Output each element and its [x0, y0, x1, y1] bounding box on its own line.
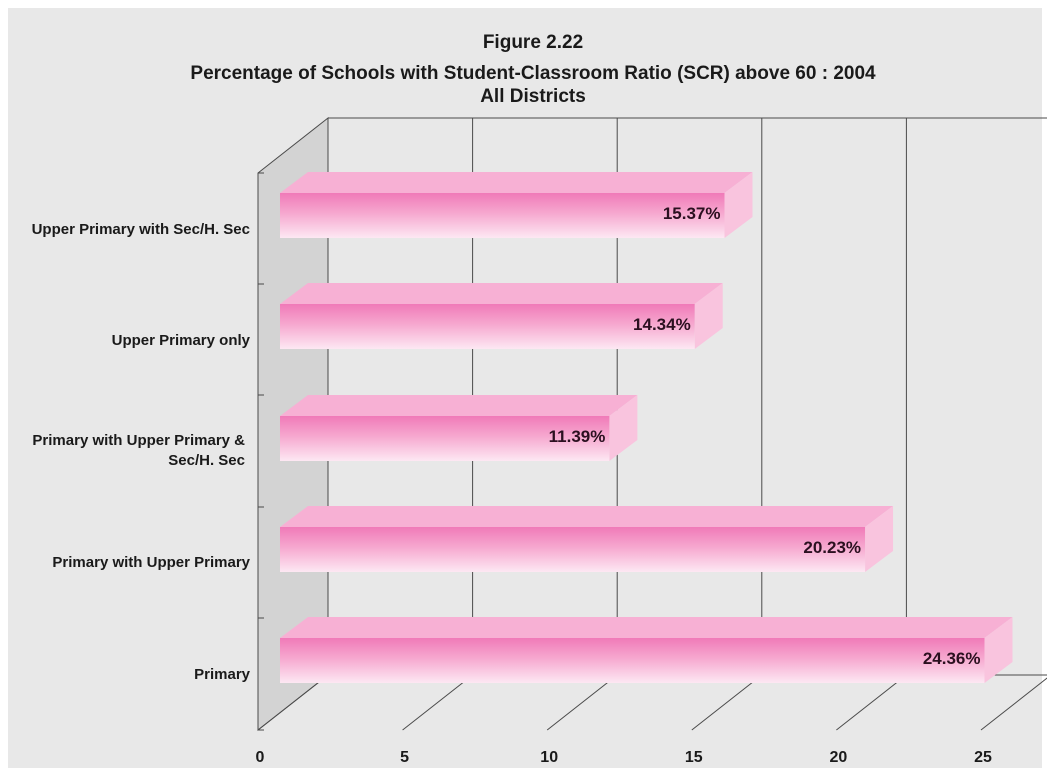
bar-side-face [694, 283, 723, 349]
category-label: Upper Primary only [112, 332, 251, 349]
category-labels: Upper Primary with Sec/H. Sec Upper Prima… [32, 221, 251, 683]
bar-top-face [280, 395, 638, 416]
x-tick-label: 20 [830, 749, 848, 766]
gridline-floor [546, 674, 618, 731]
category-label: Primary with Upper Primary & Sec/H. Sec [32, 432, 245, 469]
x-tick-label: 15 [685, 749, 703, 766]
bar-side-face [724, 172, 753, 238]
bar [280, 416, 610, 461]
x-tick-label: 0 [256, 749, 265, 766]
gridline-floor [257, 674, 329, 731]
data-label: 15.37% [663, 204, 721, 223]
bar [280, 527, 866, 572]
x-tick-label: 5 [400, 749, 409, 766]
bar [280, 304, 695, 349]
bar-group: 20.23% [280, 506, 894, 572]
bar-side-face [984, 617, 1013, 683]
x-tick-label: 10 [540, 749, 558, 766]
category-label: Primary [194, 666, 251, 683]
chart-titles: Figure 2.22 Percentage of Schools with S… [190, 32, 876, 107]
data-label: 20.23% [803, 538, 861, 557]
bar-top-face [280, 506, 894, 527]
bar-side-face [865, 506, 894, 572]
chart-title: Figure 2.22 [483, 32, 583, 53]
x-tick-labels: 0 5 10 15 20 25 [256, 749, 992, 766]
bar-group: 11.39% [280, 395, 638, 461]
gridline-floor [691, 674, 763, 731]
bar-group: 15.37% [280, 172, 753, 238]
chart-subtitle-2: All Districts [480, 86, 586, 107]
category-label: Upper Primary with Sec/H. Sec [32, 221, 250, 238]
bar-top-face [280, 617, 1013, 638]
bar-top-face [280, 172, 753, 193]
data-label: 11.39% [549, 427, 606, 446]
gridline-floor [836, 674, 907, 731]
data-label: 24.36% [923, 649, 981, 668]
bar [280, 638, 985, 683]
bar [280, 193, 725, 238]
bars: 15.37% 14.34% 11.39% 20.23% 24.36% [280, 172, 1013, 683]
chart-subtitle: Percentage of Schools with Student-Class… [190, 63, 876, 84]
bar-top-face [280, 283, 723, 304]
bar-group: 14.34% [280, 283, 723, 349]
bar-group: 24.36% [280, 617, 1013, 683]
category-label: Primary with Upper Primary [52, 554, 250, 571]
bar-side-face [609, 395, 638, 461]
data-label: 14.34% [633, 315, 691, 334]
gridline-floor [980, 677, 1047, 731]
x-tick-label: 25 [974, 749, 992, 766]
gridline-floor [402, 674, 473, 731]
